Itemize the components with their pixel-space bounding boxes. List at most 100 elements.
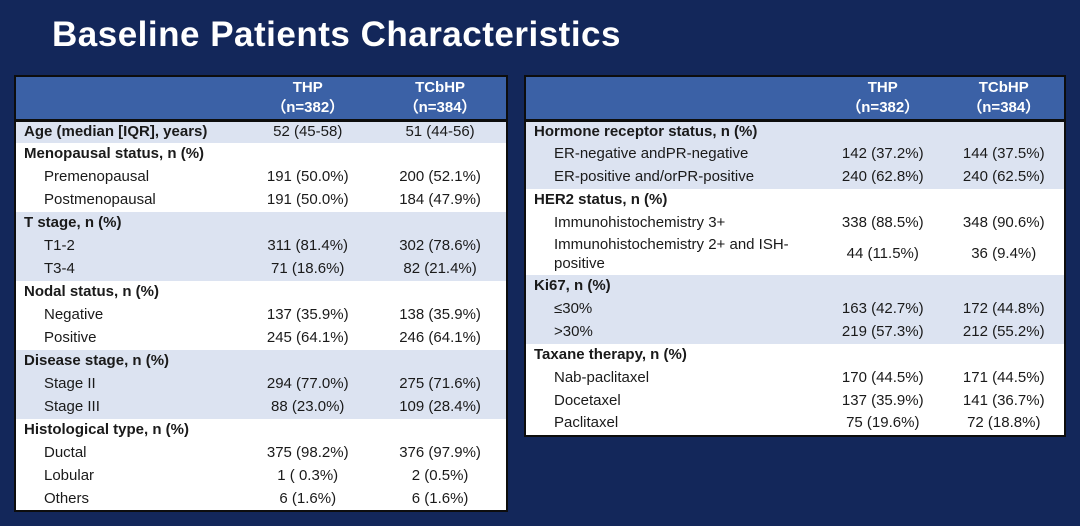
table-row: T1-2 311 (81.4%) 302 (78.6%) — [15, 235, 507, 258]
tcbhp-value: 141 (36.7%) — [943, 389, 1065, 413]
header-tcbhp: TCbHP （n=384） — [943, 76, 1065, 122]
table-row-ihc2-ish: Immunohistochemistry 2+ and ISH-positive… — [525, 235, 1065, 275]
thp-value — [822, 189, 944, 212]
thp-value: 1 ( 0.3%) — [241, 465, 375, 488]
tcbhp-value: 2 (0.5%) — [374, 465, 507, 488]
thp-value — [822, 120, 944, 143]
thp-value: 375 (98.2%) — [241, 442, 375, 465]
table-header-row: THP （n=382） TCbHP （n=384） — [15, 76, 507, 122]
thp-value: 191 (50.0%) — [241, 166, 375, 189]
tcbhp-value: 184 (47.9%) — [374, 189, 507, 212]
section-row-disease-stage: Disease stage, n (%) — [15, 350, 507, 373]
header-thp-name: THP — [292, 78, 323, 96]
tcbhp-value: 212 (55.2%) — [943, 320, 1065, 344]
header-empty-cell — [525, 76, 822, 122]
row-label: T1-2 — [15, 235, 242, 258]
row-label: >30% — [525, 320, 822, 344]
header-tcbhp-name: TCbHP — [978, 78, 1029, 96]
baseline-table-left: THP （n=382） TCbHP （n=384） Age (median [I… — [14, 75, 508, 512]
tcbhp-value: 109 (28.4%) — [374, 396, 507, 419]
tcbhp-value: 171 (44.5%) — [943, 366, 1065, 390]
tcbhp-value: 6 (1.6%) — [374, 488, 507, 511]
thp-value — [241, 350, 375, 373]
row-label: Immunohistochemistry 2+ and ISH-positive — [525, 235, 822, 275]
thp-value: 44 (11.5%) — [822, 235, 944, 275]
section-row-menopausal: Menopausal status, n (%) — [15, 143, 507, 166]
tcbhp-value: 72 (18.8%) — [943, 412, 1065, 436]
header-thp-n: （n=382） — [271, 98, 345, 116]
thp-value — [241, 281, 375, 304]
tcbhp-value: 36 (9.4%) — [943, 235, 1065, 275]
tcbhp-value — [374, 350, 507, 373]
baseline-table-right: THP （n=382） TCbHP （n=384） Hormone recept… — [524, 75, 1066, 437]
section-row-nodal: Nodal status, n (%) — [15, 281, 507, 304]
table-row: Negative 137 (35.9%) 138 (35.9%) — [15, 304, 507, 327]
header-tcbhp: TCbHP （n=384） — [374, 76, 507, 122]
tcbhp-value: 240 (62.5%) — [943, 166, 1065, 189]
section-label: HER2 status, n (%) — [525, 189, 822, 212]
thp-value — [241, 143, 375, 166]
section-row-hormone-receptor: Hormone receptor status, n (%) — [525, 120, 1065, 143]
thp-value: 52 (45-58) — [241, 120, 375, 143]
row-label: Positive — [15, 327, 242, 350]
table-row: Ductal 375 (98.2%) 376 (97.9%) — [15, 442, 507, 465]
table-row: ER-negative andPR-negative 142 (37.2%) 1… — [525, 143, 1065, 166]
header-thp: THP （n=382） — [822, 76, 944, 122]
section-label: Disease stage, n (%) — [15, 350, 242, 373]
row-label: Stage III — [15, 396, 242, 419]
page-title: Baseline Patients Characteristics — [52, 15, 621, 54]
row-label: ER-positive and/orPR-positive — [525, 166, 822, 189]
tcbhp-value: 51 (44-56) — [374, 120, 507, 143]
thp-value: 137 (35.9%) — [241, 304, 375, 327]
section-row-t-stage: T stage, n (%) — [15, 212, 507, 235]
thp-value — [822, 274, 944, 298]
thp-value — [241, 419, 375, 442]
thp-value: 6 (1.6%) — [241, 488, 375, 511]
row-label: T3-4 — [15, 258, 242, 281]
thp-value: 240 (62.8%) — [822, 166, 944, 189]
tcbhp-value: 302 (78.6%) — [374, 235, 507, 258]
tcbhp-value — [943, 274, 1065, 298]
tcbhp-value: 82 (21.4%) — [374, 258, 507, 281]
thp-value: 338 (88.5%) — [822, 212, 944, 235]
tcbhp-value — [374, 281, 507, 304]
thp-value: 88 (23.0%) — [241, 396, 375, 419]
section-label: Menopausal status, n (%) — [15, 143, 242, 166]
table-row: >30% 219 (57.3%) 212 (55.2%) — [525, 320, 1065, 344]
section-label: T stage, n (%) — [15, 212, 242, 235]
section-label: Hormone receptor status, n (%) — [525, 120, 822, 143]
row-label: Nab-paclitaxel — [525, 366, 822, 390]
table-row: Immunohistochemistry 3+ 338 (88.5%) 348 … — [525, 212, 1065, 235]
header-thp-name: THP — [867, 78, 898, 96]
table-row: Postmenopausal 191 (50.0%) 184 (47.9%) — [15, 189, 507, 212]
row-label: Ductal — [15, 442, 242, 465]
table-row: Stage II 294 (77.0%) 275 (71.6%) — [15, 373, 507, 396]
tcbhp-value: 138 (35.9%) — [374, 304, 507, 327]
tcbhp-value: 275 (71.6%) — [374, 373, 507, 396]
table-row: Lobular 1 ( 0.3%) 2 (0.5%) — [15, 465, 507, 488]
row-label: ER-negative andPR-negative — [525, 143, 822, 166]
thp-value: 137 (35.9%) — [822, 389, 944, 413]
row-label: ≤30% — [525, 297, 822, 321]
thp-value: 245 (64.1%) — [241, 327, 375, 350]
tcbhp-value — [374, 143, 507, 166]
thp-value — [822, 343, 944, 367]
row-label: Docetaxel — [525, 389, 822, 413]
table-row: ≤30% 163 (42.7%) 172 (44.8%) — [525, 297, 1065, 321]
tcbhp-value: 144 (37.5%) — [943, 143, 1065, 166]
header-tcbhp-n: （n=384） — [403, 98, 477, 116]
tcbhp-value — [943, 189, 1065, 212]
thp-value: 191 (50.0%) — [241, 189, 375, 212]
tcbhp-value: 348 (90.6%) — [943, 212, 1065, 235]
table-row: Paclitaxel 75 (19.6%) 72 (18.8%) — [525, 412, 1065, 436]
tcbhp-value: 246 (64.1%) — [374, 327, 507, 350]
thp-value: 71 (18.6%) — [241, 258, 375, 281]
table-header-row: THP （n=382） TCbHP （n=384） — [525, 76, 1065, 122]
table-row-age: Age (median [IQR], years) 52 (45-58) 51 … — [15, 120, 507, 143]
row-label: Age (median [IQR], years) — [15, 120, 242, 143]
section-row-her2: HER2 status, n (%) — [525, 189, 1065, 212]
table-row: Docetaxel 137 (35.9%) 141 (36.7%) — [525, 389, 1065, 413]
section-label: Histological type, n (%) — [15, 419, 242, 442]
row-label: Premenopausal — [15, 166, 242, 189]
